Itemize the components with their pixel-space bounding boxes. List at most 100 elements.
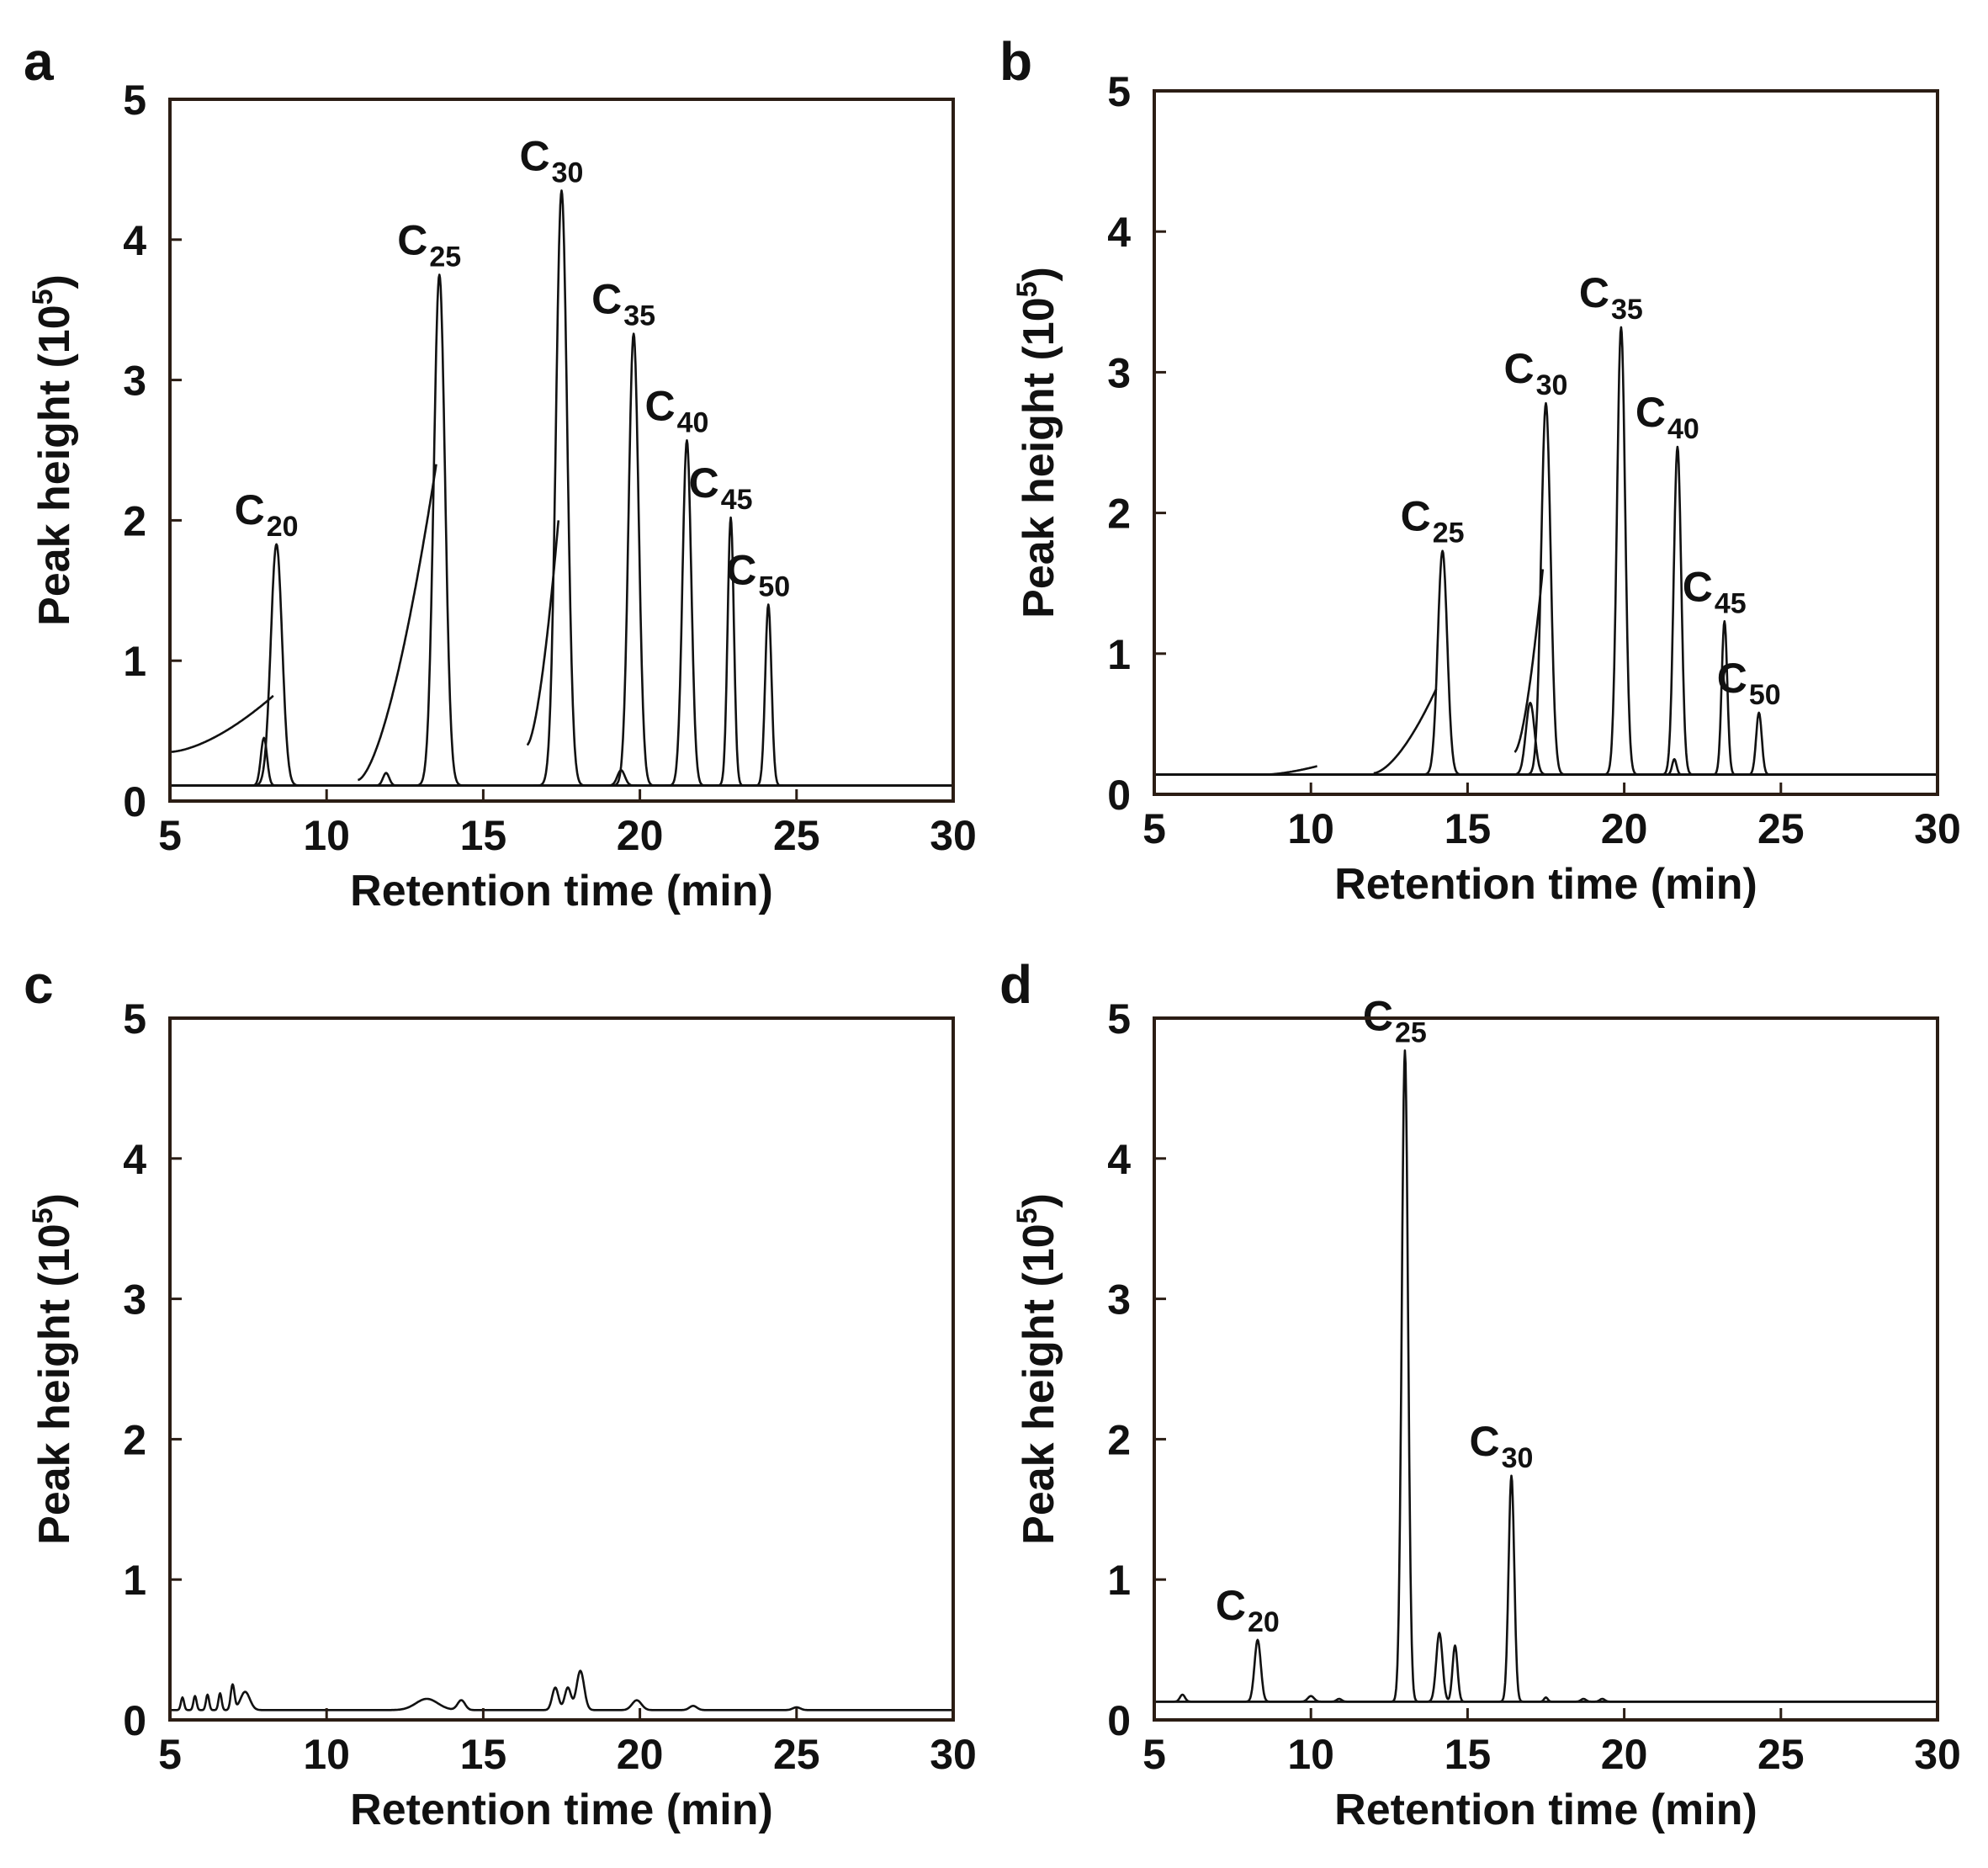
x-tick-label: 20 xyxy=(617,1731,664,1778)
y-axis-title: Peak height (105) xyxy=(27,274,79,626)
peak-label-main: C xyxy=(520,132,550,179)
y-tick-label: 4 xyxy=(1107,209,1131,256)
peak-label-sub: 30 xyxy=(1502,1442,1534,1474)
y-tick-label: 0 xyxy=(123,1697,146,1744)
peak-label-sub: 45 xyxy=(721,484,753,516)
peak-label: C35 xyxy=(591,276,655,332)
x-tick-label: 10 xyxy=(303,1731,350,1778)
shoulder-trace xyxy=(170,694,274,753)
y-tick-label: 5 xyxy=(1107,995,1131,1043)
y-tick-label: 1 xyxy=(1107,631,1131,678)
peak-label-sub: 30 xyxy=(552,157,584,188)
peak-label: C25 xyxy=(1363,992,1427,1048)
y-tick-label: 3 xyxy=(123,1276,146,1324)
peak-label-sub: 20 xyxy=(267,511,299,543)
x-tick-label: 30 xyxy=(930,1731,977,1778)
x-tick-label: 20 xyxy=(1601,805,1648,852)
x-axis-title: Retention time (min) xyxy=(350,867,773,915)
peak-label-sub: 40 xyxy=(1667,413,1699,445)
y-tick-label: 3 xyxy=(1107,1276,1131,1324)
peak-label: C25 xyxy=(1401,493,1465,549)
y-axis-title-main: Peak height (10 xyxy=(1015,297,1063,618)
x-axis-title: Retention time (min) xyxy=(1334,860,1757,909)
y-axis-title-end: ) xyxy=(1015,267,1063,281)
y-tick-label: 0 xyxy=(123,778,146,825)
peak-label-main: C xyxy=(1401,493,1431,540)
x-tick-label: 15 xyxy=(460,1731,507,1778)
peak-C20 xyxy=(1153,1638,1938,1703)
y-tick-label: 2 xyxy=(123,497,146,544)
peak-label-main: C xyxy=(1717,655,1747,702)
x-tick-label: 20 xyxy=(1601,1731,1648,1778)
plot-frame xyxy=(1153,1016,1939,1722)
peak-label: C20 xyxy=(235,486,299,543)
peak-label-sub: 40 xyxy=(677,406,709,438)
peak-label-main: C xyxy=(1579,269,1609,316)
y-axis-title: Peak height (105) xyxy=(1011,1193,1063,1545)
baseline-trace xyxy=(1153,1632,1938,1703)
y-tick-label: 5 xyxy=(1107,68,1131,115)
peak-C25 xyxy=(1153,549,1938,776)
peak-label-main: C xyxy=(397,217,427,264)
y-axis-title: Peak height (105) xyxy=(1011,267,1063,618)
peak-C30 xyxy=(169,189,954,787)
peak-label-sub: 30 xyxy=(1536,369,1568,401)
x-tick-label: 20 xyxy=(617,812,664,859)
y-tick-label: 5 xyxy=(123,77,146,124)
x-axis-title: Retention time (min) xyxy=(1334,1786,1757,1834)
panel-letter: a xyxy=(24,31,54,92)
y-tick-label: 2 xyxy=(123,1416,146,1463)
y-axis-title-end: ) xyxy=(30,274,79,289)
peak-label: C40 xyxy=(1635,389,1699,445)
shoulder-trace xyxy=(358,464,437,782)
peak-label: C30 xyxy=(520,132,584,188)
peak-C25 xyxy=(1153,1049,1938,1703)
x-axis-title: Retention time (min) xyxy=(350,1786,773,1834)
y-axis-title-superscript: 5 xyxy=(1011,1207,1043,1223)
y-tick-label: 2 xyxy=(1107,491,1131,538)
plot-frame xyxy=(168,98,955,803)
peak-label-main: C xyxy=(644,382,675,429)
y-axis-title-superscript: 5 xyxy=(27,289,59,305)
x-tick-label: 10 xyxy=(1287,805,1334,852)
y-tick-label: 1 xyxy=(123,1557,146,1604)
panel-letter: c xyxy=(24,954,54,1015)
peak-C30 xyxy=(1153,401,1938,776)
x-tick-label: 5 xyxy=(1142,805,1166,852)
peak-label: C45 xyxy=(689,459,753,516)
y-tick-label: 3 xyxy=(1107,349,1131,396)
x-tick-label: 5 xyxy=(158,1731,182,1778)
peak-label-main: C xyxy=(1635,389,1666,436)
baseline-trace xyxy=(169,1669,954,1711)
y-tick-label: 3 xyxy=(123,358,146,405)
x-tick-label: 25 xyxy=(1757,1731,1805,1778)
y-tick-label: 0 xyxy=(1107,1697,1131,1744)
x-tick-label: 30 xyxy=(930,812,977,859)
peak-label: C30 xyxy=(1470,1418,1534,1474)
peak-label: C45 xyxy=(1683,563,1747,619)
peak-C50 xyxy=(1153,711,1938,776)
y-tick-label: 4 xyxy=(123,217,146,264)
peak-label-sub: 25 xyxy=(1433,517,1465,549)
x-tick-label: 25 xyxy=(1757,805,1805,852)
peak-label-main: C xyxy=(1683,563,1713,610)
x-tick-label: 15 xyxy=(1445,805,1492,852)
peak-label-sub: 45 xyxy=(1715,587,1747,619)
y-axis-title-end: ) xyxy=(30,1193,79,1207)
peak-label-sub: 35 xyxy=(623,300,655,332)
plot-frame xyxy=(1153,89,1939,796)
y-axis-title-superscript: 5 xyxy=(27,1207,59,1223)
baseline-trace xyxy=(1153,702,1938,776)
peak-label: C25 xyxy=(397,217,461,273)
peak-label-sub: 35 xyxy=(1611,294,1643,326)
peak-label-main: C xyxy=(1470,1418,1500,1465)
y-axis-title-main: Peak height (10 xyxy=(1015,1223,1063,1544)
y-tick-label: 1 xyxy=(1107,1557,1131,1604)
peak-label-main: C xyxy=(591,276,622,323)
x-tick-label: 30 xyxy=(1914,805,1961,852)
peak-label-main: C xyxy=(1363,992,1393,1039)
peak-label: C40 xyxy=(644,382,708,438)
y-axis-title-end: ) xyxy=(1015,1193,1063,1207)
